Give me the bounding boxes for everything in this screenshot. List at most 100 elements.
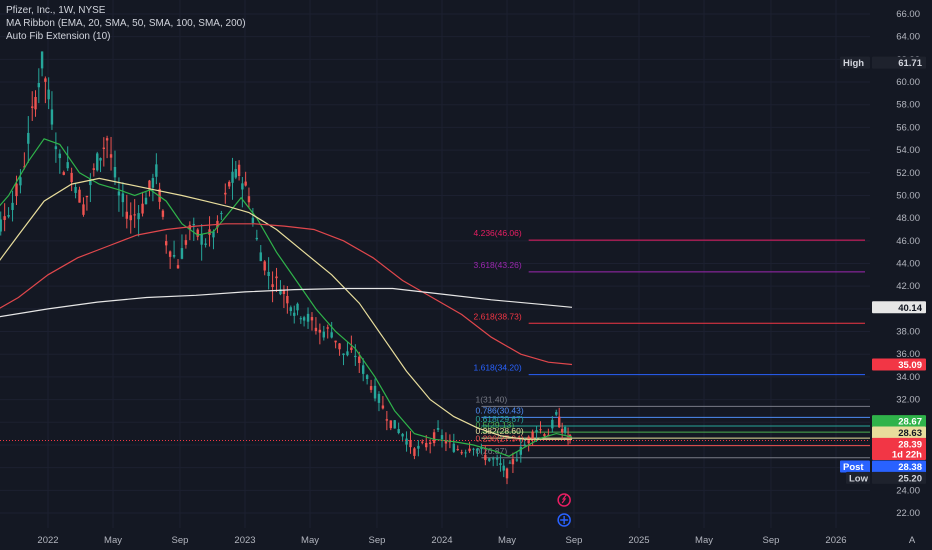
candle-body[interactable]	[228, 181, 231, 187]
candle-body[interactable]	[456, 449, 459, 451]
candle-body[interactable]	[141, 203, 144, 214]
candle-body[interactable]	[350, 347, 353, 350]
candle-body[interactable]	[362, 365, 365, 374]
candle-body[interactable]	[373, 385, 377, 399]
candle-body[interactable]	[334, 340, 337, 343]
candle-body[interactable]	[267, 271, 270, 276]
candle-body[interactable]	[117, 191, 121, 196]
candle-body[interactable]	[535, 430, 538, 433]
candle-body[interactable]	[346, 351, 349, 356]
candle-body[interactable]	[50, 109, 54, 125]
candle-body[interactable]	[318, 329, 322, 333]
candle-body[interactable]	[89, 179, 92, 186]
candle-body[interactable]	[275, 276, 278, 279]
sma-200-line[interactable]	[0, 287, 573, 326]
candle-body[interactable]	[109, 154, 113, 158]
candle-body[interactable]	[417, 445, 420, 449]
candle-body[interactable]	[15, 183, 18, 197]
candle-body[interactable]	[322, 331, 325, 338]
candle-body[interactable]	[62, 172, 65, 175]
candle-body[interactable]	[563, 427, 567, 433]
candle-body[interactable]	[263, 261, 266, 271]
candle-body[interactable]	[377, 393, 381, 403]
candle-body[interactable]	[436, 428, 440, 430]
candle-body[interactable]	[151, 178, 155, 188]
candle-body[interactable]	[137, 213, 140, 220]
candle-body[interactable]	[92, 168, 96, 170]
candle-body[interactable]	[531, 431, 534, 440]
candle-body[interactable]	[172, 254, 176, 257]
candle-body[interactable]	[488, 458, 491, 461]
ema-20-line[interactable]	[0, 138, 573, 457]
candle-body[interactable]	[492, 458, 495, 460]
candle-body[interactable]	[519, 446, 522, 455]
candle-body[interactable]	[389, 420, 392, 429]
candle-body[interactable]	[425, 443, 428, 448]
candle-body[interactable]	[58, 153, 62, 159]
price-badge[interactable]	[872, 426, 926, 439]
candle-body[interactable]	[113, 166, 117, 178]
candle-body[interactable]	[180, 248, 184, 259]
candle-body[interactable]	[27, 132, 30, 144]
price-badge[interactable]	[872, 460, 926, 473]
candle-body[interactable]	[255, 237, 259, 240]
candle-body[interactable]	[155, 164, 158, 177]
candle-body[interactable]	[168, 251, 172, 257]
candle-body[interactable]	[34, 96, 37, 110]
candle-body[interactable]	[299, 318, 303, 320]
candle-body[interactable]	[508, 462, 512, 464]
price-badge[interactable]	[872, 437, 926, 450]
candle-body[interactable]	[192, 223, 195, 226]
candle-body[interactable]	[40, 51, 44, 69]
candle-body[interactable]	[342, 353, 345, 356]
candle-body[interactable]	[54, 146, 58, 150]
candle-body[interactable]	[220, 213, 223, 215]
candle-body[interactable]	[7, 214, 10, 217]
candle-body[interactable]	[413, 448, 416, 456]
candle-body[interactable]	[133, 214, 136, 216]
price-badge[interactable]	[872, 301, 926, 314]
sma-50-line[interactable]	[0, 177, 572, 440]
price-badge[interactable]	[872, 358, 926, 371]
candle-body[interactable]	[381, 405, 385, 409]
candle-body[interactable]	[558, 416, 561, 428]
price-badge[interactable]	[872, 471, 926, 484]
candle-body[interactable]	[85, 195, 89, 198]
candle-body[interactable]	[523, 444, 526, 446]
earnings-event-icon[interactable]	[557, 513, 571, 527]
candle-body[interactable]	[31, 106, 34, 108]
candle-body[interactable]	[330, 332, 333, 338]
candle-body[interactable]	[237, 164, 241, 176]
candle-body[interactable]	[271, 284, 274, 288]
candle-body[interactable]	[11, 202, 14, 211]
candle-body[interactable]	[125, 211, 128, 219]
candle-body[interactable]	[148, 180, 151, 190]
candle-body[interactable]	[560, 428, 564, 433]
candle-body[interactable]	[484, 454, 487, 461]
candle-body[interactable]	[314, 327, 318, 332]
candle-body[interactable]	[432, 432, 436, 444]
candle-body[interactable]	[302, 317, 306, 321]
candle-body[interactable]	[397, 429, 400, 434]
candle-body[interactable]	[539, 429, 542, 431]
candle-body[interactable]	[464, 452, 467, 454]
candle-body[interactable]	[468, 448, 471, 452]
candle-body[interactable]	[165, 241, 168, 246]
candle-body[interactable]	[23, 166, 26, 168]
candle-body[interactable]	[37, 82, 41, 88]
candle-body[interactable]	[144, 197, 148, 205]
candle-body[interactable]	[82, 204, 85, 215]
candle-body[interactable]	[502, 465, 505, 471]
candle-body[interactable]	[338, 343, 341, 350]
candle-body[interactable]	[444, 440, 448, 444]
candle-body[interactable]	[102, 147, 106, 149]
candle-body[interactable]	[358, 356, 361, 363]
candle-body[interactable]	[310, 317, 314, 321]
symbol-title[interactable]: Pfizer, Inc., 1W, NYSE	[6, 5, 106, 16]
candle-body[interactable]	[428, 442, 432, 444]
candle-body[interactable]	[555, 412, 558, 415]
candle-body[interactable]	[409, 439, 412, 448]
candle-body[interactable]	[326, 327, 329, 329]
dividend-event-icon[interactable]	[557, 493, 571, 507]
